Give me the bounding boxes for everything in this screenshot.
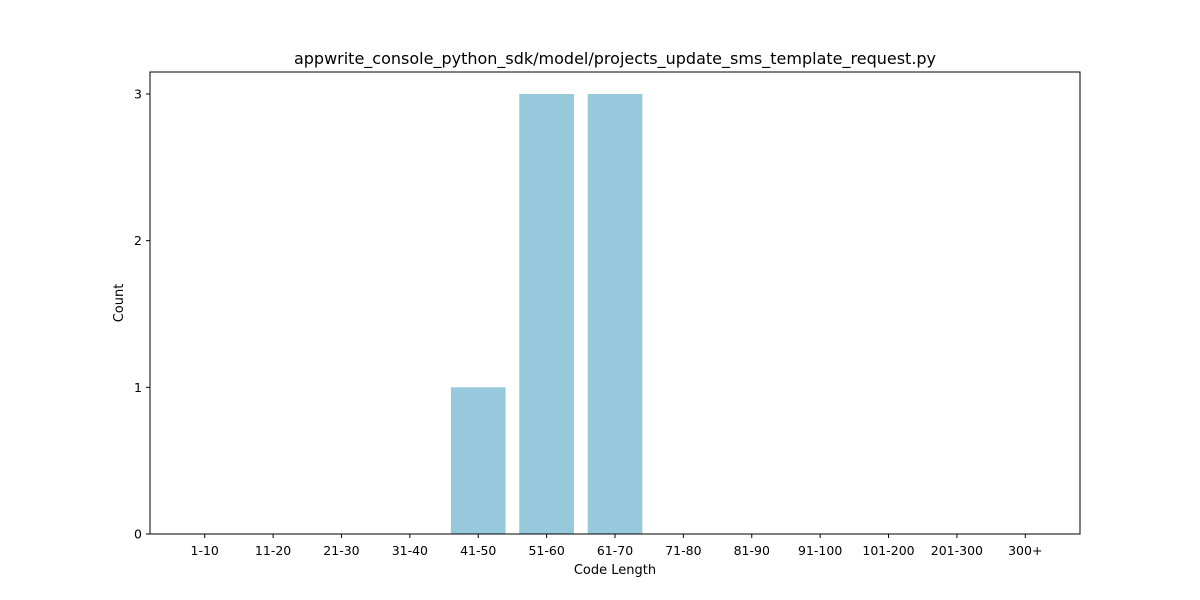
x-tick-label: 91-100 — [798, 543, 842, 558]
x-tick-label: 71-80 — [665, 543, 701, 558]
bar-41-50 — [450, 387, 506, 534]
x-tick-label: 41-50 — [460, 543, 496, 558]
x-tick-label: 1-10 — [191, 543, 219, 558]
chart-title: appwrite_console_python_sdk/model/projec… — [294, 49, 936, 69]
bars-group — [450, 94, 643, 534]
x-tick-label: 61-70 — [597, 543, 633, 558]
x-tick-label: 101-200 — [862, 543, 914, 558]
x-axis: 1-10 11-20 21-30 31-40 41-50 51-60 61-70 71-80 8… — [191, 534, 1042, 558]
x-axis-label: Code Length — [574, 563, 656, 578]
bar-51-60 — [519, 94, 574, 534]
y-tick-label: 3 — [134, 87, 142, 102]
y-tick-label: 2 — [134, 233, 142, 248]
y-axis-label: Count — [112, 284, 127, 323]
x-tick-label: 31-40 — [392, 543, 428, 558]
x-tick-label: 51-60 — [528, 543, 564, 558]
x-tick-label: 21-30 — [323, 543, 359, 558]
y-tick-label: 1 — [134, 380, 142, 395]
x-tick-label: 201-300 — [931, 543, 983, 558]
y-tick-label: 0 — [134, 527, 142, 542]
x-tick-label: 300+ — [1008, 543, 1042, 558]
x-tick-label: 11-20 — [255, 543, 291, 558]
bar-61-70 — [587, 94, 643, 534]
y-axis: 0 1 2 3 — [134, 87, 150, 542]
x-tick-label: 81-90 — [734, 543, 770, 558]
